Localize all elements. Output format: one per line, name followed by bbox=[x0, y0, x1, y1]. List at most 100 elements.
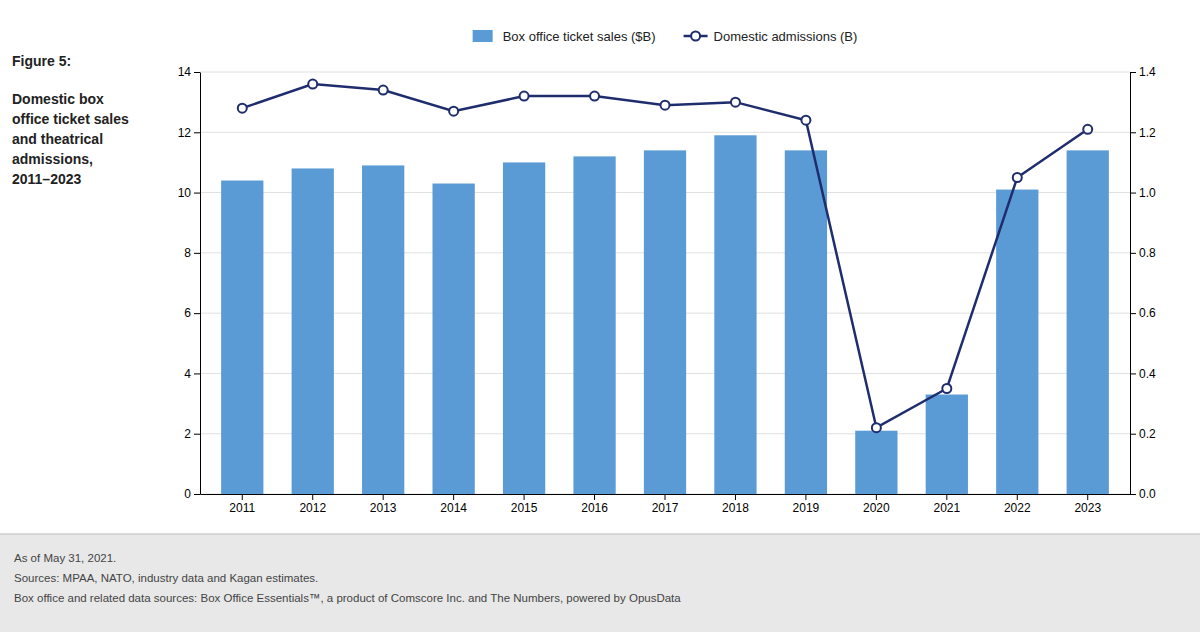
tick: 2 bbox=[184, 427, 200, 441]
tick: 2020 bbox=[863, 494, 890, 515]
tick-label: 8 bbox=[184, 246, 191, 260]
axis-line bbox=[1130, 73, 1131, 495]
tick-label: 0 bbox=[184, 487, 191, 501]
tick-mark bbox=[194, 494, 200, 495]
footnote: Sources: MPAA, NATO, industry data and K… bbox=[14, 572, 318, 584]
tick-label: 0.8 bbox=[1139, 246, 1156, 260]
bar bbox=[221, 181, 263, 494]
legend-marker bbox=[691, 32, 700, 41]
legend-swatch bbox=[473, 30, 493, 42]
subtitle-line: admissions, bbox=[12, 151, 93, 167]
tick: 0.8 bbox=[1130, 246, 1156, 260]
tick-label: 2017 bbox=[652, 501, 679, 515]
tick-label: 0.2 bbox=[1139, 427, 1156, 441]
tick-label: 0.0 bbox=[1139, 487, 1156, 501]
bar bbox=[996, 190, 1038, 494]
tick-label: 2 bbox=[184, 427, 191, 441]
subtitle-line: Domestic box bbox=[12, 91, 104, 107]
tick: 2019 bbox=[793, 494, 820, 515]
bar bbox=[292, 168, 334, 494]
marker bbox=[942, 384, 951, 393]
marker bbox=[801, 116, 810, 125]
tick-mark bbox=[1130, 72, 1136, 73]
tick: 10 bbox=[178, 186, 200, 200]
tick-label: 2020 bbox=[863, 501, 890, 515]
bar bbox=[362, 165, 404, 494]
tick-label: 1.2 bbox=[1139, 126, 1156, 140]
tick-mark bbox=[242, 494, 243, 500]
tick: 2017 bbox=[652, 494, 679, 515]
tick-label: 2023 bbox=[1074, 501, 1101, 515]
marker bbox=[590, 92, 599, 101]
footnote-border bbox=[0, 534, 1200, 535]
tick-mark bbox=[1130, 253, 1136, 254]
tick: 0 bbox=[184, 487, 200, 501]
marker bbox=[731, 98, 740, 107]
tick-mark bbox=[735, 494, 736, 500]
grid bbox=[200, 72, 1130, 494]
bar bbox=[573, 156, 615, 494]
bar bbox=[644, 150, 686, 494]
chart: As of May 31, 2021. Sources: MPAA, NATO, … bbox=[0, 0, 1200, 632]
tick: 0.4 bbox=[1130, 367, 1156, 381]
tick-label: 2013 bbox=[370, 501, 397, 515]
tick: 0.0 bbox=[1130, 487, 1156, 501]
tick-mark bbox=[1130, 313, 1136, 314]
tick-label: 4 bbox=[184, 367, 191, 381]
bar-series bbox=[221, 135, 1109, 494]
tick: 1.2 bbox=[1130, 126, 1156, 140]
tick-label: 1.4 bbox=[1139, 65, 1156, 79]
tick-mark bbox=[453, 494, 454, 500]
tick-mark bbox=[1087, 494, 1088, 500]
tick-label: 12 bbox=[178, 126, 192, 140]
grid-line bbox=[200, 132, 1130, 133]
tick-label: 10 bbox=[178, 186, 192, 200]
tick-mark bbox=[665, 494, 666, 500]
marker bbox=[308, 80, 317, 89]
tick-mark bbox=[1130, 193, 1136, 194]
tick: 2013 bbox=[370, 494, 397, 515]
tick-mark bbox=[524, 494, 525, 500]
subtitle-line: office ticket sales bbox=[12, 111, 129, 127]
tick-label: 2022 bbox=[1004, 501, 1031, 515]
tick-mark bbox=[805, 494, 806, 500]
title: Figure 5: bbox=[12, 53, 71, 69]
tick-mark bbox=[194, 373, 200, 374]
bar bbox=[1067, 150, 1109, 494]
tick-label: 6 bbox=[184, 306, 191, 320]
tick-mark bbox=[312, 494, 313, 500]
bar bbox=[503, 162, 545, 494]
tick-label: 2021 bbox=[933, 501, 960, 515]
marker bbox=[238, 104, 247, 113]
tick-label: 1.0 bbox=[1139, 186, 1156, 200]
tick-label: 14 bbox=[178, 65, 192, 79]
legend: Box office ticket sales ($B)Domestic adm… bbox=[473, 29, 858, 44]
tick-label: 2018 bbox=[722, 501, 749, 515]
tick-label: 2019 bbox=[793, 501, 820, 515]
footnote-background bbox=[0, 534, 1200, 632]
tick: 4 bbox=[184, 367, 200, 381]
tick-mark bbox=[1130, 494, 1136, 495]
subtitle-line: 2011–2023 bbox=[12, 171, 82, 187]
footnote: Box office and related data sources: Box… bbox=[14, 592, 681, 604]
tick: 1.4 bbox=[1130, 65, 1156, 79]
tick-mark bbox=[194, 193, 200, 194]
bar bbox=[855, 431, 897, 494]
tick-label: 2015 bbox=[511, 501, 538, 515]
bar bbox=[433, 184, 475, 494]
marker bbox=[449, 107, 458, 116]
footnote: As of May 31, 2021. bbox=[14, 552, 116, 564]
tick-mark bbox=[383, 494, 384, 500]
tick-mark bbox=[1017, 494, 1018, 500]
bar bbox=[785, 150, 827, 494]
tick-label: 2016 bbox=[581, 501, 608, 515]
tick-mark bbox=[194, 434, 200, 435]
tick: 2021 bbox=[933, 494, 960, 515]
tick-mark bbox=[194, 132, 200, 133]
tick-label: 0.4 bbox=[1139, 367, 1156, 381]
tick-mark bbox=[594, 494, 595, 500]
tick: 2011 bbox=[229, 494, 255, 515]
tick: 2022 bbox=[1004, 494, 1031, 515]
bar bbox=[926, 395, 968, 494]
tick-mark bbox=[1130, 373, 1136, 374]
